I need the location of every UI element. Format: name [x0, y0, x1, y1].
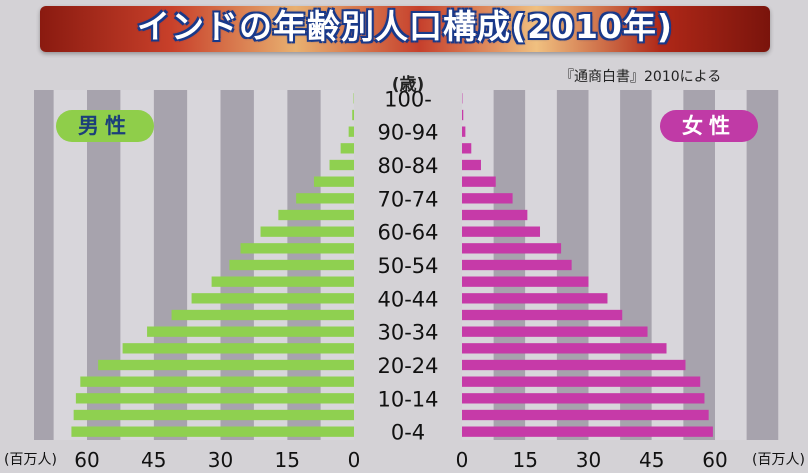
grid-band-right — [746, 90, 779, 440]
bar-male-35-39 — [171, 309, 354, 321]
bar-female-85-89 — [462, 143, 472, 154]
bar-female-55-59 — [462, 243, 562, 254]
grid-band-right — [588, 90, 621, 440]
bar-female-40-44 — [462, 293, 608, 304]
bar-female-65-69 — [462, 209, 528, 221]
bar-male-70-74 — [296, 193, 354, 204]
age-label: 60-64 — [377, 221, 438, 245]
age-label: 100- — [384, 87, 432, 111]
bar-female-15-19 — [462, 376, 701, 387]
bar-female-5-9 — [462, 409, 709, 421]
age-label: 20-24 — [377, 354, 438, 378]
age-label: 0-4 — [391, 421, 425, 445]
grid-band-left — [53, 90, 87, 440]
age-label: 90-94 — [377, 121, 438, 145]
bar-male-30-34 — [147, 326, 354, 337]
bar-male-80-84 — [329, 159, 354, 171]
x-tick-right: 0 — [456, 448, 469, 472]
bar-male-60-64 — [260, 226, 354, 237]
bar-male-45-49 — [211, 276, 354, 287]
bar-female-95-99 — [462, 109, 464, 121]
bar-male-90-94 — [348, 126, 354, 137]
source-note: 『通商白書』2010による — [560, 69, 722, 85]
age-label: 50-54 — [377, 254, 438, 278]
bar-female-50-54 — [462, 259, 572, 271]
bar-male-95-99 — [352, 109, 354, 121]
bar-female-75-79 — [462, 176, 496, 187]
chart-title: インドの年齢別人口構成(2010年) — [136, 7, 673, 46]
grid-band-right — [683, 90, 715, 440]
age-label: 70-74 — [377, 187, 438, 211]
bar-female-90-94 — [462, 126, 466, 137]
bar-female-25-29 — [462, 343, 667, 354]
bar-male-40-44 — [191, 293, 354, 304]
legend-female: 女性 — [660, 110, 758, 142]
bar-female-80-84 — [462, 159, 481, 171]
grid-band-right — [620, 90, 652, 440]
bar-female-20-24 — [462, 359, 686, 371]
grid-band-left — [153, 90, 188, 440]
bar-female-35-39 — [462, 309, 623, 321]
bar-male-20-24 — [98, 359, 354, 371]
age-unit-label: (歳) — [391, 75, 425, 95]
bar-male-0-4 — [71, 426, 355, 437]
bar-female-30-34 — [462, 326, 648, 337]
grid-band-left — [120, 90, 154, 440]
x-tick-right: 60 — [702, 448, 727, 472]
age-label: 30-34 — [377, 321, 438, 345]
bar-female-70-74 — [462, 193, 513, 204]
x-tick-left: 60 — [74, 448, 99, 472]
bar-male-10-14 — [75, 393, 354, 404]
x-tick-right: 30 — [576, 448, 601, 472]
bar-female-10-14 — [462, 393, 705, 404]
bar-male-55-59 — [240, 243, 354, 254]
bar-female-45-49 — [462, 276, 589, 287]
bar-male-65-69 — [278, 209, 354, 221]
age-label: 10-14 — [377, 387, 438, 411]
bar-male-5-9 — [73, 409, 355, 421]
age-label: 80-84 — [377, 154, 438, 178]
grid-band-left — [87, 90, 121, 440]
grid-band-right — [715, 90, 747, 440]
x-tick-left: 30 — [208, 448, 233, 472]
x-tick-left: 0 — [348, 448, 361, 472]
bar-female-60-64 — [462, 226, 541, 237]
bar-male-75-79 — [313, 176, 354, 187]
x-tick-right: 45 — [639, 448, 664, 472]
age-label: 40-44 — [377, 287, 438, 311]
bar-male-85-89 — [340, 143, 354, 154]
title-banner — [40, 6, 770, 52]
x-unit-left: (百万人) — [4, 452, 57, 468]
x-tick-left: 45 — [141, 448, 166, 472]
x-unit-right: (百万人) — [752, 452, 805, 468]
bar-male-15-19 — [80, 376, 354, 387]
grid-band-right — [651, 90, 684, 440]
bar-male-25-29 — [122, 343, 354, 354]
grid-band-left — [187, 90, 221, 440]
grid-band-left — [34, 90, 54, 440]
x-tick-right: 15 — [513, 448, 538, 472]
bar-female-0-4 — [462, 426, 713, 437]
legend-male: 男性 — [56, 110, 154, 142]
x-tick-left: 15 — [275, 448, 300, 472]
bar-male-50-54 — [229, 259, 354, 271]
